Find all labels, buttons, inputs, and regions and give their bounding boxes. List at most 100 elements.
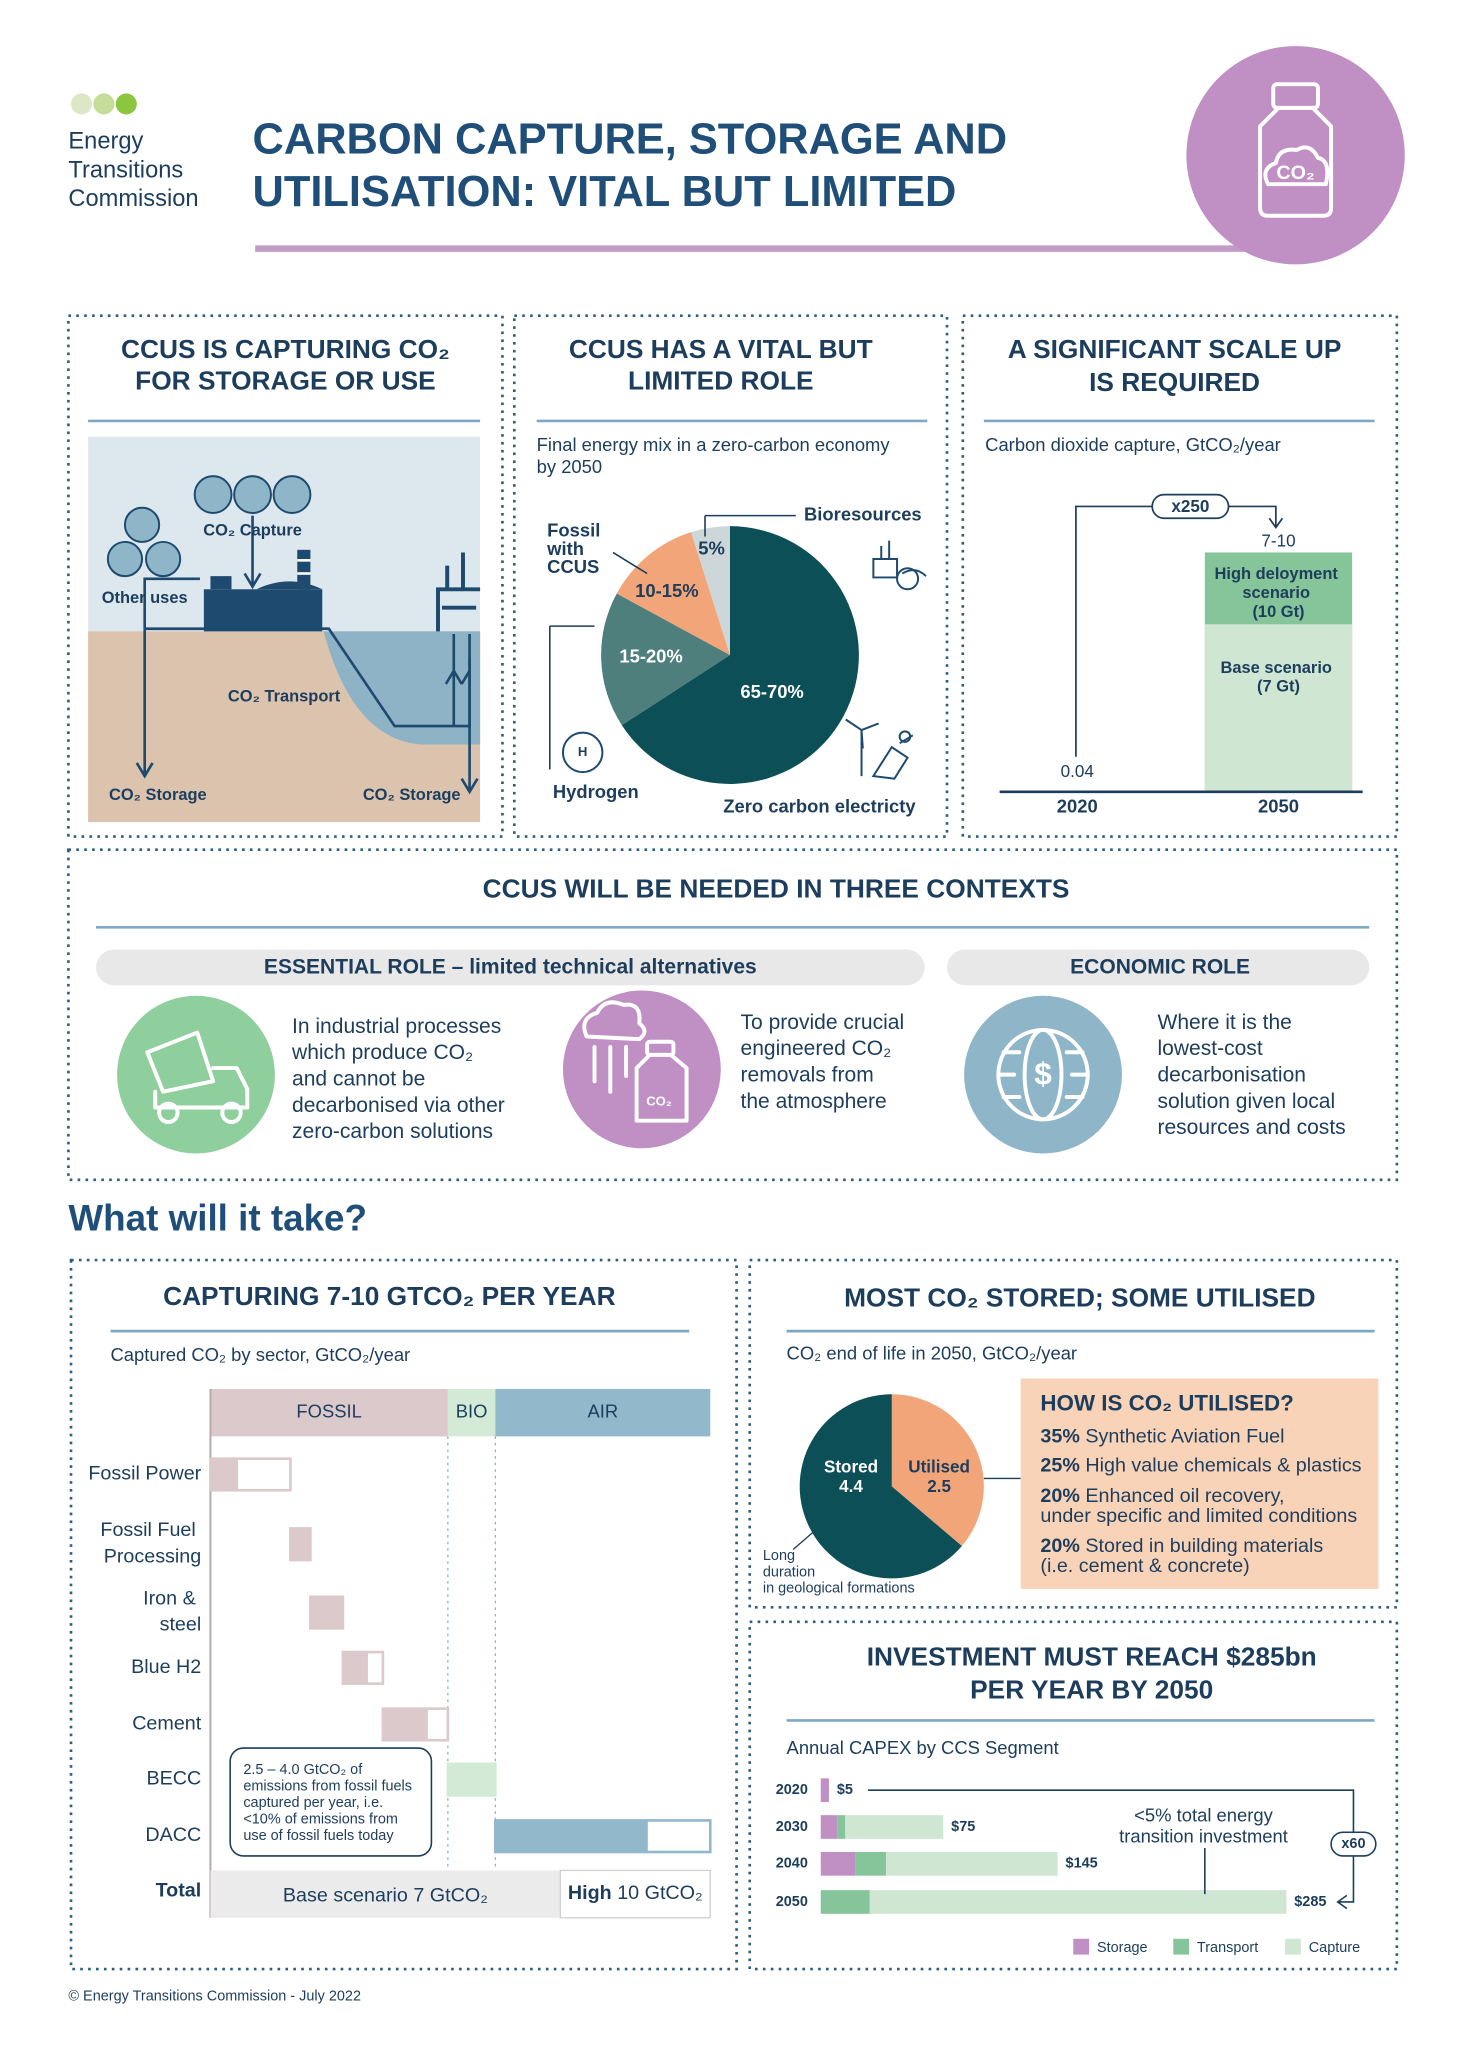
bar-segment <box>820 1851 856 1876</box>
use-line: (i.e. cement & concrete) <box>1040 1555 1249 1577</box>
use-text: Enhanced oil recovery, <box>1085 1485 1284 1507</box>
label-line: Hydrogen <box>553 781 639 802</box>
label-line: DACC <box>145 1824 201 1846</box>
panel-title: INVESTMENT MUST REACH $285bn <box>867 1642 1317 1672</box>
label-line: Fossil Power <box>88 1463 201 1485</box>
note-box <box>229 1747 433 1857</box>
bar-base <box>290 1528 311 1560</box>
category-label: Stored <box>824 1457 878 1476</box>
label-line: BECC <box>146 1768 201 1790</box>
value-label: 0.04 <box>1061 762 1094 781</box>
pie-slice <box>891 1394 984 1547</box>
group-pill <box>96 949 925 986</box>
legend-swatch <box>1173 1938 1190 1955</box>
label-line: Cement <box>132 1713 202 1735</box>
label: Captured CO₂ by sector, GtCO₂/year <box>110 1344 410 1365</box>
pie-slice <box>616 532 730 656</box>
y-tick-label: 2050 <box>776 1894 808 1910</box>
logo-text: Energy <box>68 128 143 154</box>
panel-title: A SIGNIFICANT SCALE UP <box>1008 334 1342 364</box>
legend-swatch <box>1073 1938 1090 1955</box>
y-tick-label: 2030 <box>776 1819 808 1835</box>
label: Final energy mix in a zero-carbon econom… <box>537 434 891 455</box>
legend-swatch <box>1285 1938 1301 1955</box>
use-share: 20% <box>1040 1485 1080 1507</box>
bar-base <box>342 1652 368 1684</box>
bar-base <box>447 1763 496 1796</box>
footer: © Energy Transitions Commission - July 2… <box>68 1988 361 2004</box>
label-line: with <box>546 538 589 559</box>
use-share: 20% <box>1040 1535 1080 1557</box>
value-label: $285 <box>1294 1894 1326 1910</box>
box-title: HOW IS CO₂ UTILISED? <box>1040 1391 1293 1416</box>
bar <box>1204 624 1353 792</box>
value-label: 10-15% <box>635 580 698 601</box>
panel-title: PER YEAR BY 2050 <box>970 1674 1213 1704</box>
pie-slice <box>799 1394 962 1579</box>
bar-segment <box>837 1815 846 1839</box>
value-label: 2.5 <box>927 1477 951 1496</box>
label-line: (10 Gt) <box>1252 603 1304 621</box>
label: Carbon dioxide capture, GtCO₂/year <box>985 434 1281 455</box>
series-name: High <box>568 1882 612 1904</box>
role-icons <box>561 540 927 780</box>
category-label: Iron & steel <box>143 1588 201 1636</box>
note-text: in geological formations <box>763 1581 915 1597</box>
total-label: Total <box>156 1880 202 1902</box>
diagram-label: CO₂ Capture <box>203 522 302 540</box>
page-title: CARBON CAPTURE, STORAGE AND <box>253 116 1008 164</box>
pie-slice <box>601 593 730 726</box>
label-line: Zero carbon electricty <box>723 795 916 816</box>
note-text: use of fossil fuels today <box>243 1828 394 1844</box>
value-label: 15-20% <box>619 646 682 667</box>
panel-border <box>512 314 949 838</box>
context-text: solution given local <box>1157 1090 1335 1113</box>
icon-label: CO₂ <box>1276 162 1314 184</box>
diagram-label: Other uses <box>102 589 188 607</box>
context-text: lowest-cost <box>1157 1037 1262 1060</box>
label-line: Fossil <box>547 519 605 540</box>
bar-segment <box>820 1815 838 1839</box>
value-label: 7-10 <box>1261 531 1295 550</box>
bar-segment <box>855 1851 887 1876</box>
context-text: zero-carbon solutions <box>292 1120 493 1143</box>
diagram-label: CO₂ Storage <box>109 786 207 804</box>
total-text: High 10 GtCO₂ <box>568 1882 703 1904</box>
pie-slice <box>691 526 730 656</box>
bar-segment <box>886 1851 1058 1876</box>
capture-illustration <box>88 436 481 823</box>
group-label: BIO <box>456 1401 488 1422</box>
series-label: Base scenario (7 Gt) <box>1220 659 1336 695</box>
use-share: 35% <box>1040 1426 1080 1448</box>
note-text: emissions from fossil fuels <box>243 1779 412 1795</box>
diagram-label: CO₂ Transport <box>228 687 341 705</box>
context-text: decarbonised via other <box>292 1094 505 1117</box>
bar-segment <box>820 1890 870 1914</box>
context-text: In industrial processes <box>292 1015 501 1038</box>
leader-line <box>549 514 796 770</box>
category-label: Zero carbon electricty <box>723 795 916 816</box>
group-label: ESSENTIAL ROLE – limited technical alter… <box>264 956 757 979</box>
use-share: 25% <box>1040 1455 1080 1477</box>
label-line: High deloyment <box>1215 565 1343 583</box>
use-text: High value chemicals & plastics <box>1085 1455 1361 1477</box>
context-text: removals from <box>741 1064 874 1087</box>
context-text: engineered CO₂ <box>741 1037 892 1060</box>
legend-label: Transport <box>1197 1940 1258 1956</box>
label-line: Bioresources <box>804 503 922 524</box>
context-text: which produce CO₂ <box>291 1041 473 1064</box>
value-label: 65-70% <box>740 681 803 702</box>
category-label: Fossil Power <box>88 1463 201 1485</box>
group-header <box>210 1389 448 1437</box>
logo-dot <box>115 93 137 115</box>
label-line: scenario <box>1242 584 1314 602</box>
logo-text: Commission <box>68 186 198 212</box>
note-text: Long <box>763 1548 795 1564</box>
x-tick-label: 2020 <box>1057 795 1098 816</box>
label-line: CCUS <box>547 556 599 577</box>
value-label: 5% <box>698 538 725 559</box>
context-text: Where it is the <box>1157 1011 1291 1034</box>
use-text: Synthetic Aviation Fuel <box>1085 1426 1284 1448</box>
annotation: x250 <box>1171 497 1209 516</box>
context-text: the atmosphere <box>741 1090 887 1113</box>
